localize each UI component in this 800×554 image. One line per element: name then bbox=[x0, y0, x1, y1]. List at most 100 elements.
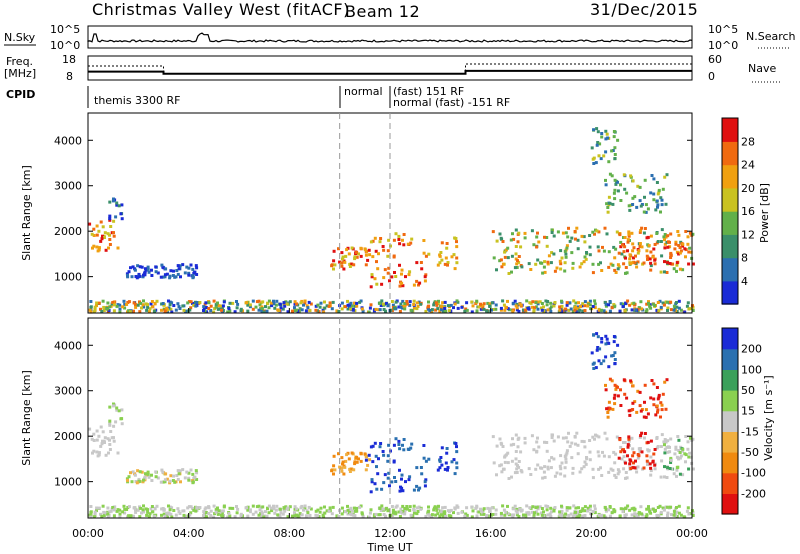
power-cell bbox=[628, 253, 632, 257]
power-cell bbox=[147, 310, 151, 314]
power-cell bbox=[689, 250, 693, 254]
velocity-cell bbox=[108, 438, 111, 442]
power-cell bbox=[177, 267, 181, 271]
power-cell bbox=[347, 252, 351, 256]
power-cell bbox=[174, 308, 178, 312]
velocity-cell bbox=[588, 458, 592, 462]
velocity-cell bbox=[628, 508, 632, 512]
power-cell bbox=[318, 305, 322, 309]
velocity-cell bbox=[619, 404, 623, 407]
power-cell bbox=[640, 203, 644, 206]
power-cell bbox=[408, 270, 412, 274]
power-cell bbox=[543, 260, 547, 264]
power-cell bbox=[558, 308, 562, 312]
velocity-cell bbox=[613, 362, 617, 366]
velocity-cell bbox=[265, 514, 269, 518]
velocity-cell bbox=[610, 511, 614, 515]
velocity-cell bbox=[616, 343, 620, 347]
velocity-cell bbox=[375, 465, 378, 469]
power-cell bbox=[133, 268, 137, 272]
velocity-cell bbox=[597, 359, 601, 363]
nsky-label: N.Sky bbox=[4, 31, 36, 44]
velocity-cell bbox=[108, 422, 112, 426]
velocity-cell bbox=[146, 472, 150, 476]
velocity-cell bbox=[583, 509, 587, 513]
power-cell bbox=[403, 302, 407, 305]
velocity-cell bbox=[418, 486, 422, 490]
power-cell bbox=[675, 263, 679, 267]
velocity-cell bbox=[386, 476, 390, 480]
velocity-cell bbox=[669, 505, 672, 509]
power-cell bbox=[669, 253, 673, 257]
velocity-cell bbox=[382, 481, 386, 485]
velocity-cell bbox=[627, 435, 631, 439]
velocity-cell bbox=[679, 513, 683, 517]
velocity-cell bbox=[686, 440, 690, 444]
power-cell bbox=[401, 305, 405, 308]
velocity-cell bbox=[686, 506, 690, 510]
velocity-cell bbox=[188, 513, 192, 517]
velocity-cell bbox=[622, 455, 626, 459]
power-cell bbox=[673, 247, 677, 251]
power-cell bbox=[541, 271, 545, 275]
power-cell bbox=[540, 261, 544, 265]
velocity-cell bbox=[412, 488, 416, 492]
velocity-cell bbox=[370, 480, 374, 484]
power-cell bbox=[654, 208, 658, 212]
velocity-cell bbox=[460, 510, 464, 514]
velocity-cell bbox=[556, 435, 560, 439]
velocity-cell bbox=[136, 469, 140, 473]
power-cell bbox=[583, 309, 587, 312]
power-cell bbox=[138, 265, 142, 269]
xtick-label: 12:00 bbox=[374, 527, 406, 540]
power-cell bbox=[611, 263, 615, 267]
velocity-cell bbox=[625, 396, 629, 400]
power-cell bbox=[393, 306, 396, 310]
power-cell bbox=[282, 302, 286, 306]
velocity-cell bbox=[100, 514, 104, 518]
velocity-cell bbox=[543, 465, 547, 469]
velocity-cell bbox=[89, 505, 93, 508]
velocity-cell bbox=[117, 409, 121, 413]
velocity-cell bbox=[121, 510, 125, 514]
power-cell bbox=[595, 229, 599, 233]
power-cell bbox=[650, 174, 654, 177]
velocity-cell bbox=[435, 508, 439, 512]
velocity-cell bbox=[453, 507, 457, 511]
velocity-cell bbox=[369, 508, 373, 512]
velocity-colorbar-tick-label: -15 bbox=[741, 425, 759, 438]
power-cell bbox=[605, 202, 609, 206]
velocity-cell bbox=[160, 507, 164, 511]
power-cell bbox=[613, 188, 617, 192]
power-cell bbox=[305, 304, 309, 308]
velocity-cell bbox=[565, 449, 569, 453]
power-cell bbox=[549, 305, 553, 309]
x-axis-label: Time UT bbox=[366, 541, 412, 554]
velocity-cell bbox=[445, 447, 449, 450]
velocity-cell bbox=[475, 504, 479, 508]
power-cell bbox=[260, 307, 264, 310]
power-cell bbox=[573, 308, 577, 312]
velocity-cell bbox=[132, 514, 135, 518]
velocity-cell bbox=[647, 506, 650, 510]
freq-trace bbox=[88, 69, 692, 75]
power-colorbar-swatch bbox=[722, 164, 738, 189]
power-cell bbox=[281, 307, 285, 311]
power-cell bbox=[138, 310, 142, 314]
velocity-cell bbox=[340, 506, 344, 510]
velocity-cell bbox=[401, 489, 405, 493]
power-cell bbox=[677, 306, 681, 310]
power-cell bbox=[209, 309, 213, 312]
velocity-colorbar-swatch bbox=[722, 493, 738, 515]
velocity-cell bbox=[189, 511, 193, 515]
velocity-cell bbox=[669, 513, 673, 517]
velocity-cell bbox=[371, 444, 375, 448]
velocity-cell bbox=[384, 507, 388, 510]
velocity-cell bbox=[626, 443, 630, 447]
power-cell bbox=[373, 236, 377, 240]
velocity-cell bbox=[577, 506, 580, 510]
power-cell bbox=[348, 306, 351, 309]
power-cell bbox=[95, 245, 99, 249]
power-cell bbox=[95, 304, 98, 308]
power-cell bbox=[616, 180, 619, 184]
